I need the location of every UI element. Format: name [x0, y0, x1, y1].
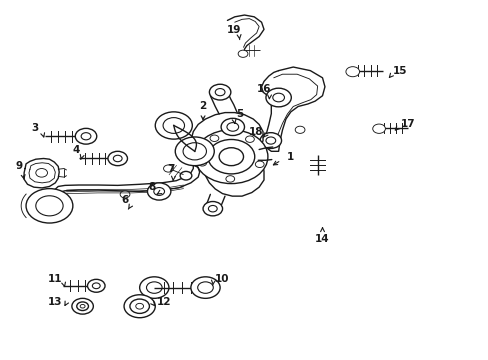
- Circle shape: [194, 130, 267, 184]
- Text: 12: 12: [157, 297, 171, 307]
- Circle shape: [215, 89, 224, 96]
- Circle shape: [245, 136, 254, 143]
- Circle shape: [272, 93, 284, 102]
- Circle shape: [36, 168, 47, 177]
- Circle shape: [124, 295, 155, 318]
- Text: 16: 16: [256, 84, 271, 94]
- Circle shape: [260, 133, 281, 148]
- Circle shape: [136, 303, 143, 309]
- Circle shape: [208, 206, 217, 212]
- Circle shape: [209, 84, 230, 100]
- Circle shape: [265, 137, 275, 144]
- Circle shape: [87, 279, 105, 292]
- Circle shape: [154, 188, 164, 195]
- Text: 2: 2: [199, 102, 206, 112]
- Text: 8: 8: [148, 182, 155, 192]
- Circle shape: [207, 139, 254, 174]
- Circle shape: [175, 137, 214, 166]
- Text: 13: 13: [48, 297, 62, 307]
- Text: 7: 7: [167, 164, 175, 174]
- Circle shape: [130, 299, 149, 314]
- Circle shape: [80, 305, 85, 308]
- Circle shape: [163, 118, 184, 134]
- Circle shape: [113, 155, 122, 162]
- Text: 15: 15: [392, 66, 407, 76]
- Circle shape: [140, 277, 168, 298]
- Circle shape: [221, 118, 244, 135]
- Circle shape: [183, 143, 206, 160]
- Text: 18: 18: [248, 127, 263, 136]
- Circle shape: [225, 176, 234, 182]
- Circle shape: [81, 133, 91, 140]
- Circle shape: [198, 159, 206, 166]
- Circle shape: [163, 165, 173, 172]
- Circle shape: [77, 302, 88, 311]
- Text: 10: 10: [215, 274, 229, 284]
- Circle shape: [197, 282, 213, 293]
- Text: 3: 3: [31, 123, 39, 133]
- Circle shape: [120, 191, 130, 198]
- Circle shape: [295, 126, 305, 134]
- Circle shape: [72, 298, 93, 314]
- Circle shape: [92, 283, 100, 289]
- Circle shape: [26, 189, 73, 223]
- Text: 9: 9: [16, 161, 23, 171]
- Circle shape: [265, 88, 291, 107]
- Circle shape: [226, 123, 238, 131]
- Text: 6: 6: [121, 195, 128, 205]
- Text: 17: 17: [400, 120, 414, 129]
- Circle shape: [75, 129, 97, 144]
- Text: 11: 11: [48, 274, 62, 284]
- Circle shape: [210, 135, 218, 141]
- Circle shape: [203, 202, 222, 216]
- Circle shape: [372, 124, 385, 134]
- Circle shape: [345, 67, 359, 77]
- Circle shape: [190, 277, 220, 298]
- Circle shape: [219, 148, 243, 166]
- Text: 14: 14: [315, 234, 329, 244]
- Circle shape: [155, 112, 192, 139]
- Circle shape: [108, 151, 127, 166]
- Text: 4: 4: [72, 144, 80, 154]
- Circle shape: [147, 183, 170, 200]
- Text: 5: 5: [236, 109, 243, 119]
- Circle shape: [255, 161, 264, 167]
- Circle shape: [238, 50, 247, 57]
- Circle shape: [36, 196, 63, 216]
- Text: 1: 1: [286, 152, 294, 162]
- Circle shape: [180, 171, 191, 180]
- Text: 19: 19: [226, 25, 241, 35]
- Circle shape: [146, 282, 162, 293]
